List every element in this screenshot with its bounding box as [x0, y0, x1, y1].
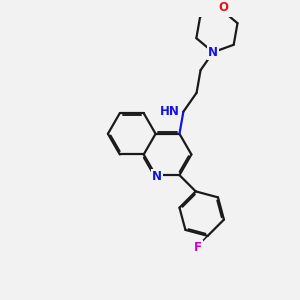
Text: O: O	[218, 1, 228, 14]
Text: N: N	[208, 46, 218, 59]
Text: F: F	[194, 241, 202, 254]
Text: N: N	[152, 170, 162, 183]
Text: HN: HN	[160, 105, 180, 118]
